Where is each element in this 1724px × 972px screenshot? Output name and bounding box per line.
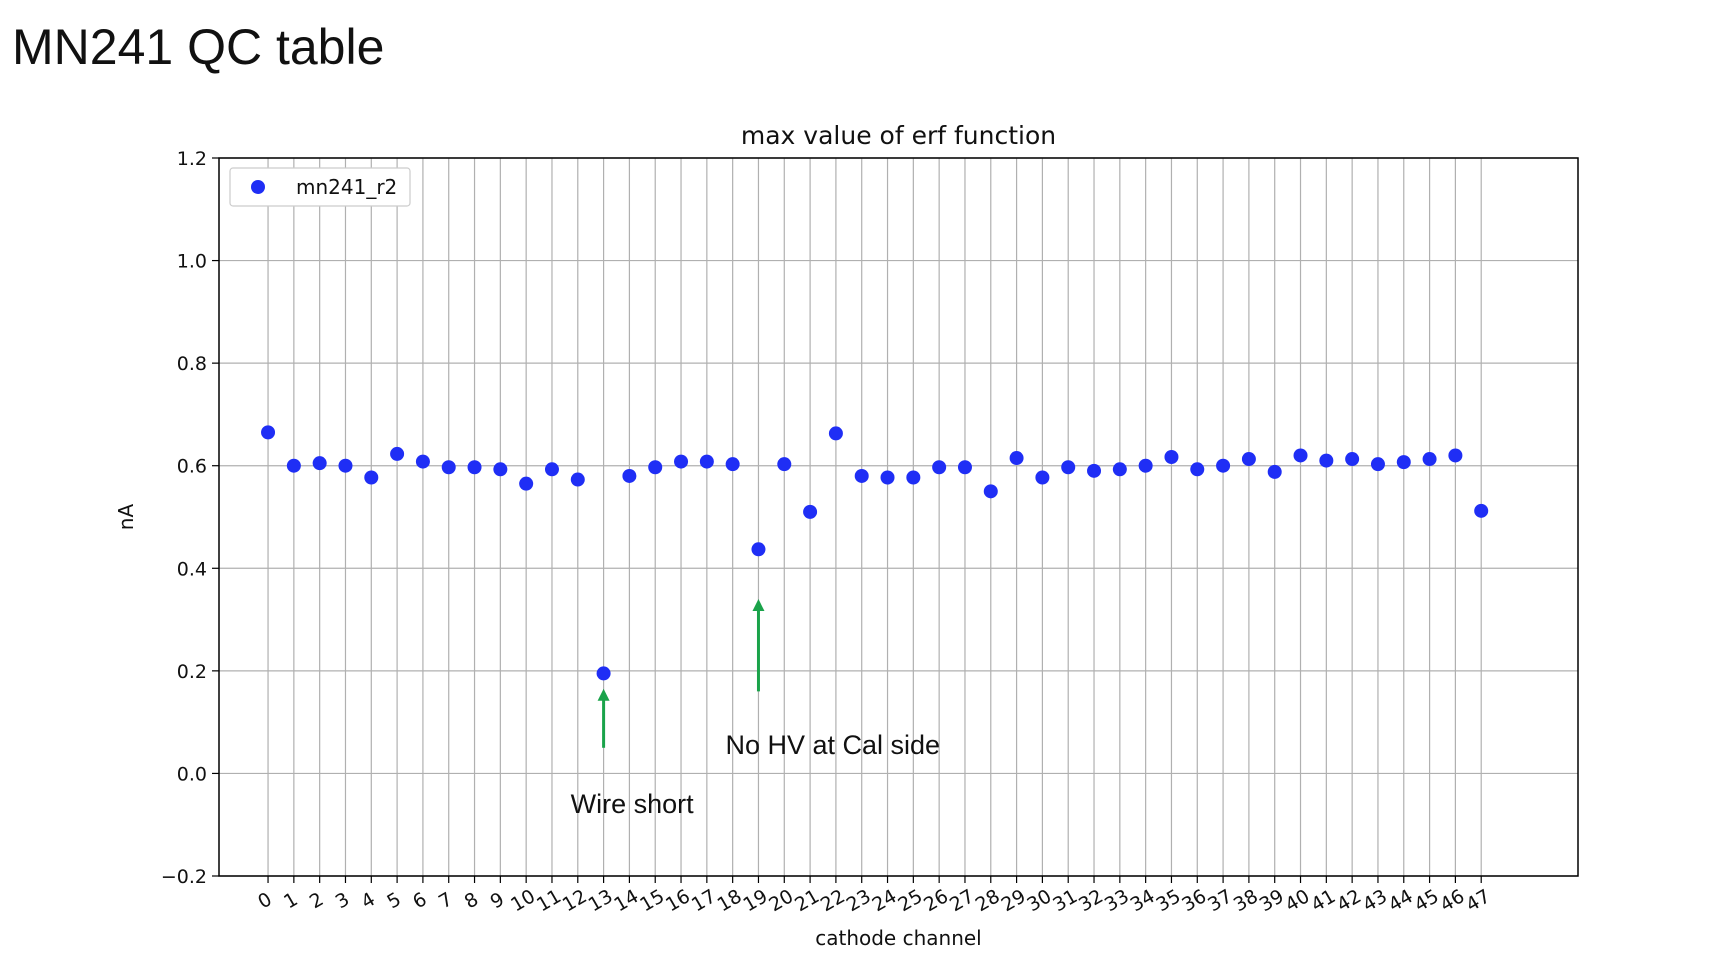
- data-point: [493, 462, 508, 477]
- data-point: [1370, 457, 1385, 472]
- x-tick-label: 7: [435, 888, 456, 913]
- data-point: [1319, 453, 1334, 468]
- data-point: [338, 458, 353, 473]
- grid-lines: [219, 157, 1578, 877]
- data-point: [1009, 451, 1024, 466]
- data-point: [1164, 449, 1179, 464]
- legend-label: mn241_r2: [296, 175, 397, 199]
- data-point: [803, 504, 818, 519]
- data-point: [854, 468, 869, 483]
- data-point: [1190, 462, 1205, 477]
- y-tick-label: 1.0: [177, 251, 207, 273]
- annotation-text: No HV at Cal side: [725, 730, 940, 760]
- x-tick-label: 0: [254, 888, 275, 913]
- data-point: [622, 468, 637, 483]
- data-point: [312, 456, 327, 471]
- y-axis-label: nA: [114, 504, 138, 531]
- data-point: [1035, 470, 1050, 485]
- annotation-text: Wire short: [571, 789, 695, 819]
- x-tick-label: 2: [306, 888, 327, 913]
- y-tick-label: 0.4: [177, 558, 207, 580]
- chart-title: max value of erf function: [741, 121, 1056, 150]
- x-tick-label: 6: [409, 888, 430, 913]
- data-point: [441, 460, 456, 475]
- data-point: [828, 426, 843, 441]
- data-point: [364, 470, 379, 485]
- data-point: [648, 460, 663, 475]
- data-point: [1396, 455, 1411, 470]
- data-point: [1216, 458, 1231, 473]
- data-point: [725, 457, 740, 472]
- data-point: [415, 454, 430, 469]
- data-point: [1138, 458, 1153, 473]
- x-axis-ticks: 0 1 2 3 4 5 6 7 8 9 101112131415161718192021222324…: [254, 876, 1494, 916]
- data-point: [1448, 448, 1463, 463]
- data-point: [1422, 452, 1437, 467]
- data-point: [544, 462, 559, 477]
- annotation-arrowhead: [597, 688, 610, 701]
- legend-box: [229, 167, 411, 207]
- data-point: [906, 470, 921, 485]
- data-point: [286, 458, 301, 473]
- data-point: [261, 425, 276, 440]
- data-point: [1087, 463, 1102, 478]
- data-point: [957, 460, 972, 475]
- x-tick-label: 5: [383, 888, 404, 913]
- data-point: [570, 472, 585, 487]
- legend-marker: [251, 180, 265, 194]
- data-point: [1293, 448, 1308, 463]
- data-point: [932, 460, 947, 475]
- data-point: [467, 460, 482, 475]
- data-point: [983, 484, 998, 499]
- x-axis-label: cathode channel: [815, 926, 982, 950]
- legend: mn241_r2: [229, 167, 411, 207]
- x-tick-label: 3: [332, 888, 353, 913]
- y-tick-label: 0.8: [177, 353, 207, 375]
- y-tick-label: 0.2: [177, 661, 207, 683]
- data-point: [751, 542, 766, 557]
- data-point: [1474, 503, 1489, 518]
- plot-frame: [218, 157, 1579, 877]
- data-point: [674, 454, 689, 469]
- data-points: [261, 425, 1489, 681]
- x-tick-label: 1: [280, 888, 301, 913]
- data-point: [777, 457, 792, 472]
- data-point: [1112, 462, 1127, 477]
- annotation-arrowhead: [752, 599, 765, 612]
- slide-title: MN241 QC table: [12, 19, 385, 75]
- y-tick-label: 0.0: [177, 763, 207, 785]
- data-point: [1061, 460, 1076, 475]
- data-point: [699, 454, 714, 469]
- x-tick-label: 9: [487, 888, 508, 913]
- data-point: [880, 470, 895, 485]
- data-point: [390, 446, 405, 461]
- x-tick-label: 8: [461, 888, 482, 913]
- x-tick-label: 4: [358, 888, 379, 913]
- y-tick-label: 0.6: [177, 456, 207, 478]
- annotations: Wire short No HV at Cal side: [571, 599, 940, 819]
- data-point: [1345, 452, 1360, 467]
- y-tick-label: −0.2: [161, 866, 207, 888]
- data-point: [596, 666, 611, 681]
- data-point: [1241, 452, 1256, 467]
- x-tick-label: 47: [1462, 885, 1494, 916]
- y-axis-ticks: −0.2 0.0 0.2 0.4 0.6 0.8 1.0 1.2: [161, 148, 219, 888]
- data-point: [1267, 464, 1282, 479]
- data-point: [519, 476, 534, 491]
- y-tick-label: 1.2: [177, 148, 207, 170]
